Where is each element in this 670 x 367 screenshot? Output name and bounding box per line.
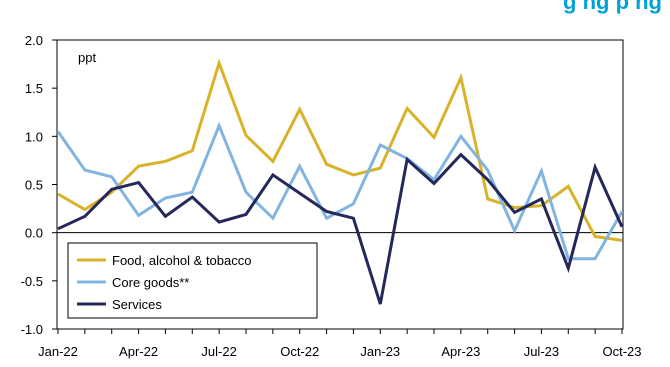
legend-label-3: Services [112,297,162,312]
series-line-3 [57,152,624,305]
y-tick-label: 0.0 [25,226,43,241]
x-tick-label: Jul-22 [201,344,236,359]
title-strip: g ng p ng [0,0,670,24]
legend: Food, alcohol & tobacco Core goods** Servi… [67,242,318,319]
legend-label-2: Core goods** [112,275,189,290]
x-axis: Jan-22 Apr-22 Jul-22 Oct-22 Jan-23 Apr-23 Jul-… [38,329,642,359]
x-tick-label: Oct-23 [602,344,641,359]
x-tick-label: Apr-23 [441,344,480,359]
x-tick-label: Jul-23 [524,344,559,359]
series-lines [56,58,624,305]
x-tick-label: Oct-22 [280,344,319,359]
legend-label-1: Food, alcohol & tobacco [112,253,251,268]
y-tick-label: 2.0 [25,33,43,48]
unit-label: ppt [78,50,96,65]
y-tick-label: 0.5 [25,178,43,193]
y-tick-label: -0.5 [21,274,43,289]
y-tick-label: 1.5 [25,81,43,96]
x-tick-label: Jan-23 [360,344,400,359]
x-tick-label: Jan-22 [38,344,78,359]
x-tick-label: Apr-22 [119,344,158,359]
legend-box [67,242,318,319]
y-tick-label: 1.0 [25,129,43,144]
y-axis: 2.0 1.5 1.0 0.5 0.0 -0.5 -1.0 [21,33,57,337]
series-line-2 [56,121,624,261]
chart-title-fragment: g ng p ng [563,0,662,14]
y-tick-label: -1.0 [21,322,43,337]
